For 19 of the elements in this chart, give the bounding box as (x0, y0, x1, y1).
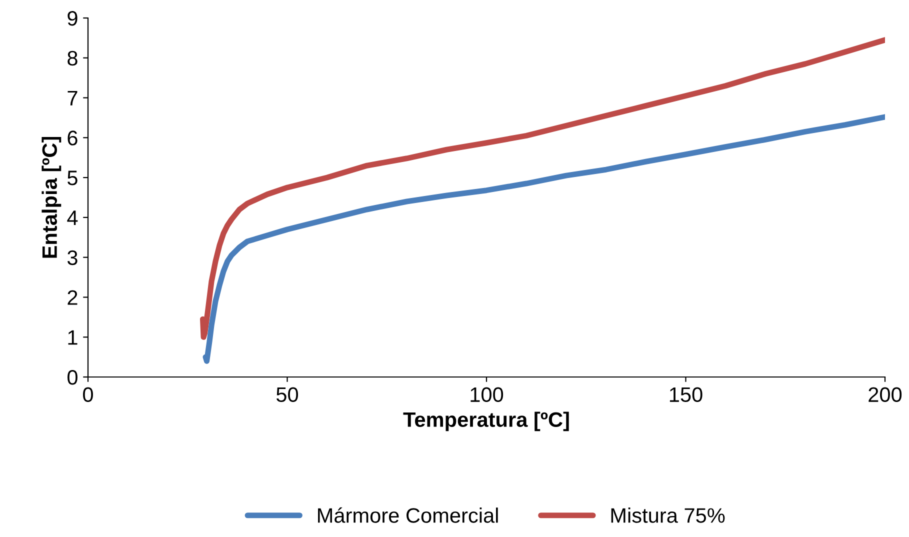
legend-label: Mistura 75% (611, 508, 725, 523)
x-tick-label: 100 (470, 387, 504, 402)
y-tick-label: 7 (68, 90, 78, 106)
y-tick-label: 9 (68, 11, 78, 26)
x-tick-label: 150 (670, 387, 702, 402)
x-tick-label: 0 (83, 387, 93, 402)
y-tick-label: 0 (68, 370, 78, 385)
y-axis-title: Entalpia [ºC] (42, 136, 62, 258)
y-tick-label: 1 (68, 330, 78, 345)
y-tick-label: 3 (67, 250, 78, 266)
legend-label: Mármore Comercial (318, 507, 498, 523)
y-tick-label: 5 (68, 170, 78, 186)
y-tick-label: 2 (68, 290, 78, 305)
y-tick-label: 4 (67, 210, 78, 225)
x-tick-label: 200 (868, 387, 902, 402)
x-axis-title: Temperatura [ºC] (403, 412, 569, 432)
x-tick-label: 50 (276, 387, 298, 402)
y-tick-label: 6 (68, 130, 78, 146)
y-tick-label: 8 (68, 50, 78, 66)
